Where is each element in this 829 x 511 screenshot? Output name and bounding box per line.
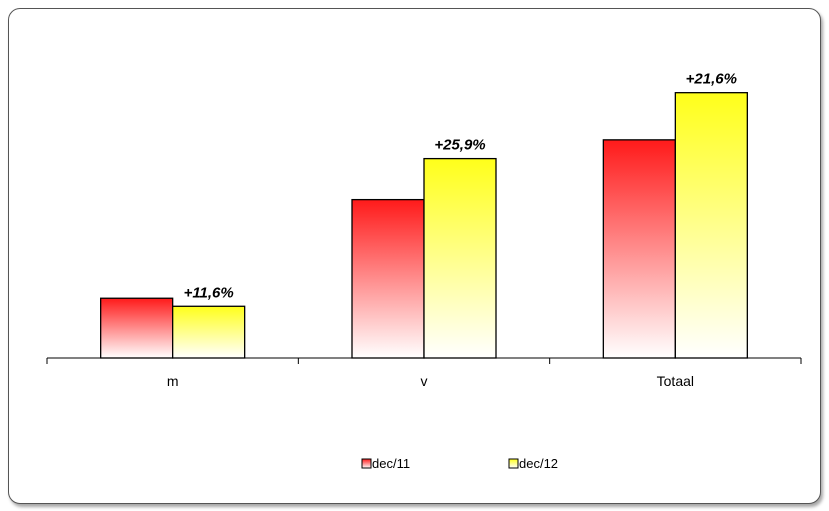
bar-dec-12-v	[423, 157, 497, 359]
bar-dec-11-v	[351, 198, 425, 359]
bar-dec-12-totaal	[674, 92, 748, 359]
x-axis-ticks	[46, 358, 802, 364]
data-label-v: +25,9%	[434, 137, 485, 154]
bar-dec-11-totaal	[602, 139, 676, 359]
legend-swatch-dec-12	[508, 458, 519, 469]
legend-label-dec-11: dec/11	[372, 456, 410, 471]
x-axis-tick-labels: m v Totaal	[167, 373, 694, 389]
data-label-m: +11,6%	[184, 284, 234, 301]
legend-swatch-dec-11	[361, 458, 372, 469]
data-label-totaal: +21,6%	[686, 71, 737, 88]
tick-label-m: m	[167, 373, 179, 389]
bar-dec-12-m	[172, 305, 246, 359]
legend-label-dec-12: dec/12	[519, 456, 558, 471]
tick-label-totaal: Totaal	[657, 373, 694, 389]
tick-label-v: v	[421, 373, 428, 389]
legend: dec/11 dec/12	[361, 456, 558, 471]
bar-dec-11-m	[100, 297, 174, 359]
data-labels-group: +11,6% +25,9% +21,6%	[184, 71, 737, 302]
bars-group	[100, 92, 748, 359]
